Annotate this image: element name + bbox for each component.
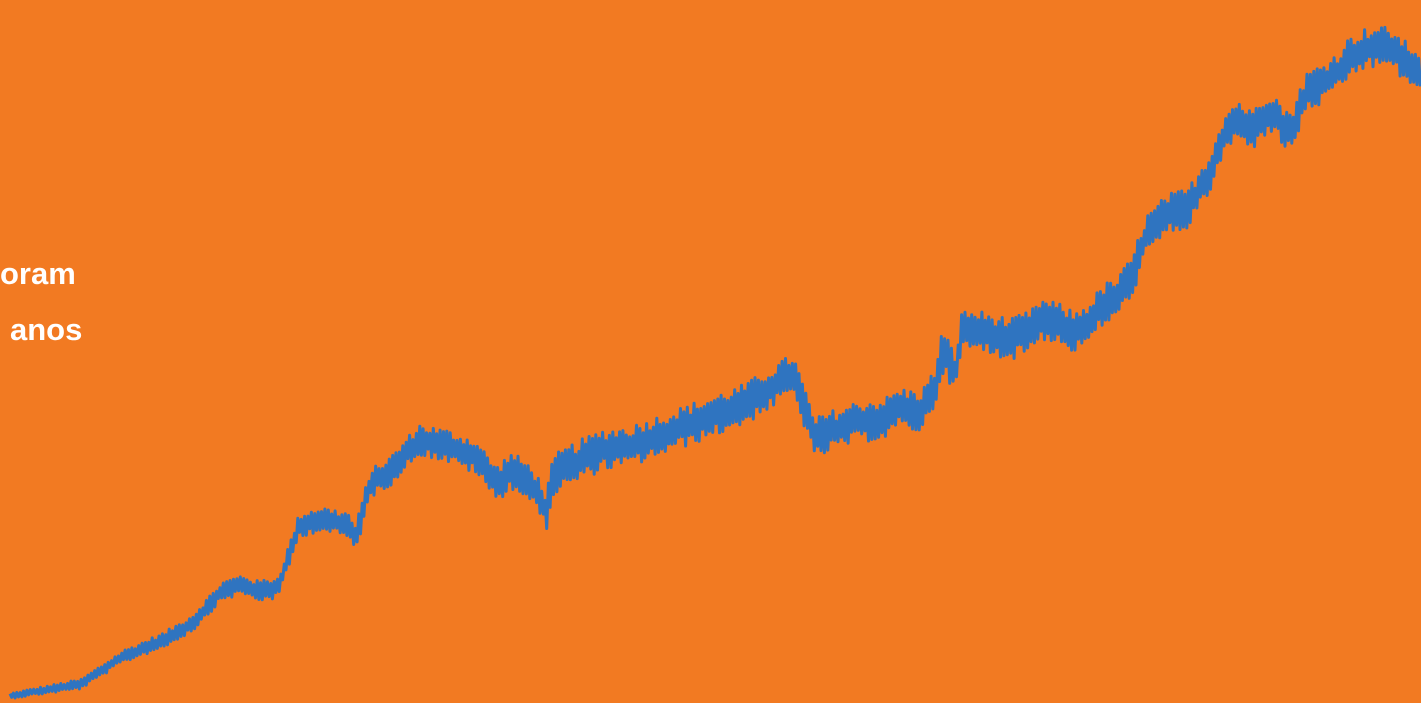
series-line-0 [8,25,1421,700]
caption-line-2: anos [10,312,83,347]
caption-line-1: oram [0,256,76,291]
chart-caption: oram anos [0,246,82,358]
